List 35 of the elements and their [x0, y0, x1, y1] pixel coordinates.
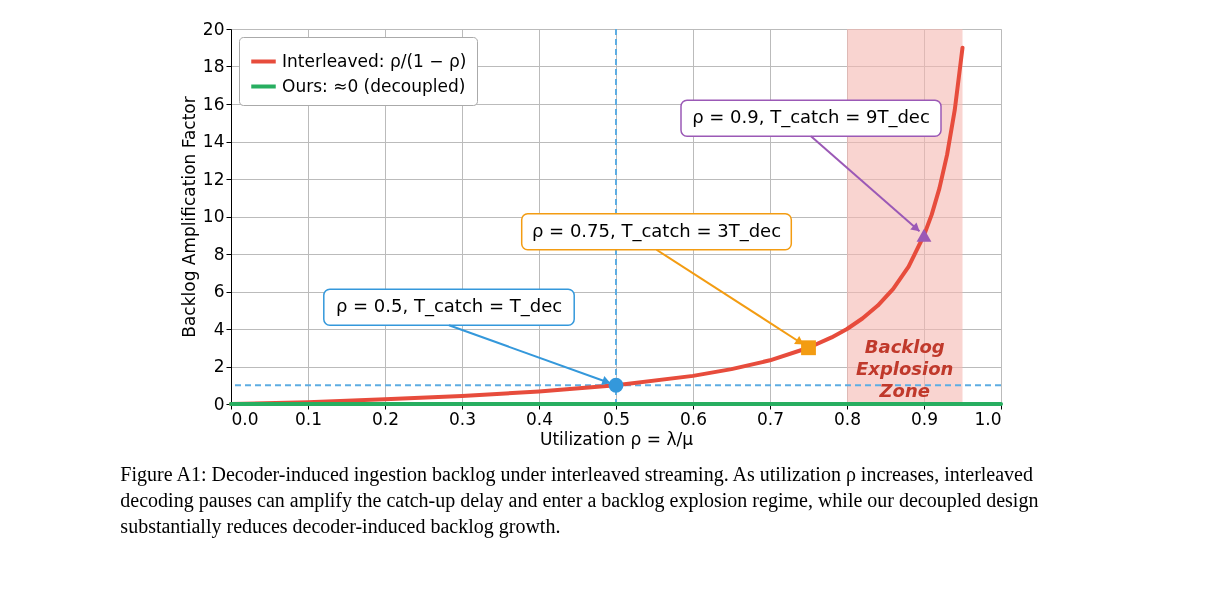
y-tick-label: 10: [202, 206, 225, 226]
x-tick-label: 0.6: [679, 408, 708, 429]
y-tick-label: 20: [202, 18, 225, 39]
x-tick-label: 0.7: [756, 408, 785, 429]
x-tick-label: 0.4: [525, 408, 554, 429]
x-tick-label: 0.5: [602, 408, 631, 429]
y-tick-label: 18: [202, 56, 225, 76]
y-tick-label: 12: [202, 168, 225, 189]
legend-label: Ours: ≈0 (decoupled): [282, 75, 466, 96]
x-tick-label: 0.0: [231, 408, 259, 429]
y-tick-label: 4: [213, 318, 225, 339]
annotation: ρ = 0.9, T_catch = 9T_dec: [692, 106, 930, 129]
x-axis-title: Utilization ρ = λ/μ: [539, 428, 694, 449]
y-tick-label: 6: [213, 281, 225, 301]
x-tick-label: 0.8: [833, 408, 862, 429]
x-tick-label: 1.0: [974, 408, 1002, 429]
point: [801, 340, 816, 356]
y-tick-label: 8: [213, 243, 225, 264]
x-tick-label: 0.1: [294, 408, 323, 429]
y-tick-label: 14: [202, 131, 225, 151]
caption: Figure A1: Decoder-induced ingestion backlog under interleaved streaming. As utilization ρ increases, interleaved decoding pauses can amplify the catch-up delay and enter a backlog explosion regime, while our decoupled design substantially reduces decoder-induced backlog growth.: [120, 463, 1039, 538]
x-tick-label: 0.9: [910, 408, 939, 429]
line-series: [229, 45, 965, 406]
y-axis-title: Backlog Amplification Factor: [178, 96, 199, 338]
legend-label: Interleaved: ρ/(1 − ρ): [282, 50, 467, 71]
y-tick-label: 2: [213, 356, 225, 376]
x-tick-label: 0.3: [448, 408, 477, 429]
band-label: Backlog Explosion Zone: [856, 335, 954, 401]
y-tick-label: 16: [202, 93, 225, 114]
point: [916, 228, 932, 242]
y-tick-label: 0: [213, 393, 225, 414]
annotation: ρ = 0.75, T_catch = 3T_dec: [531, 219, 782, 242]
annotation: ρ = 0.5, T_catch = T_dec: [335, 295, 563, 318]
x-tick-label: 0.2: [371, 408, 400, 429]
point: [608, 377, 624, 393]
